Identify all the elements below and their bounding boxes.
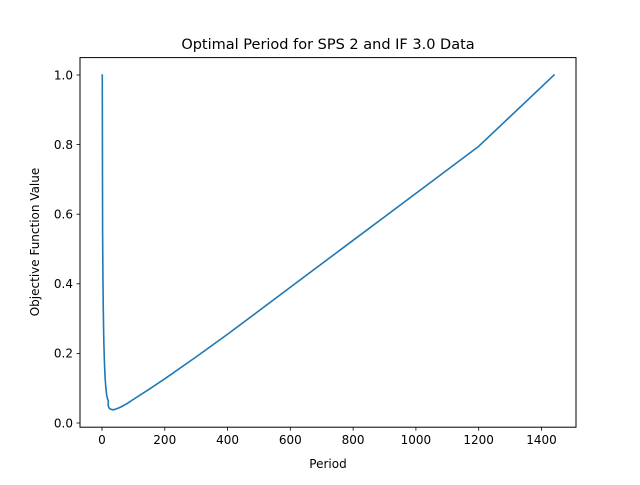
x-tick-label: 600 [279,433,302,447]
y-tick-label: 0.2 [54,347,73,361]
x-tick-label: 800 [342,433,365,447]
x-tick-label: 1200 [463,433,494,447]
chart-title: Optimal Period for SPS 2 and IF 3.0 Data [181,37,474,53]
x-tick-label: 1000 [401,433,432,447]
y-axis-label: Objective Function Value [28,168,42,317]
x-tick-label: 1400 [526,433,557,447]
y-axis-ticks: 0.0 0.2 0.4 0.6 0.8 1.0 [54,68,80,430]
x-tick-label: 200 [153,433,176,447]
y-tick-label: 0.4 [54,277,73,291]
y-tick-label: 0.6 [54,208,73,222]
x-tick-label: 0 [98,433,106,447]
y-tick-label: 1.0 [54,68,73,82]
x-axis-ticks: 0 200 400 600 800 1000 1200 1400 [98,427,557,447]
y-tick-label: 0.8 [54,138,73,152]
series-line [101,73,556,411]
plot-area-frame [79,57,577,428]
x-tick-label: 400 [216,433,239,447]
x-axis-label: Period [309,457,346,471]
y-tick-label: 0.0 [54,416,73,430]
series-layer [101,73,556,411]
